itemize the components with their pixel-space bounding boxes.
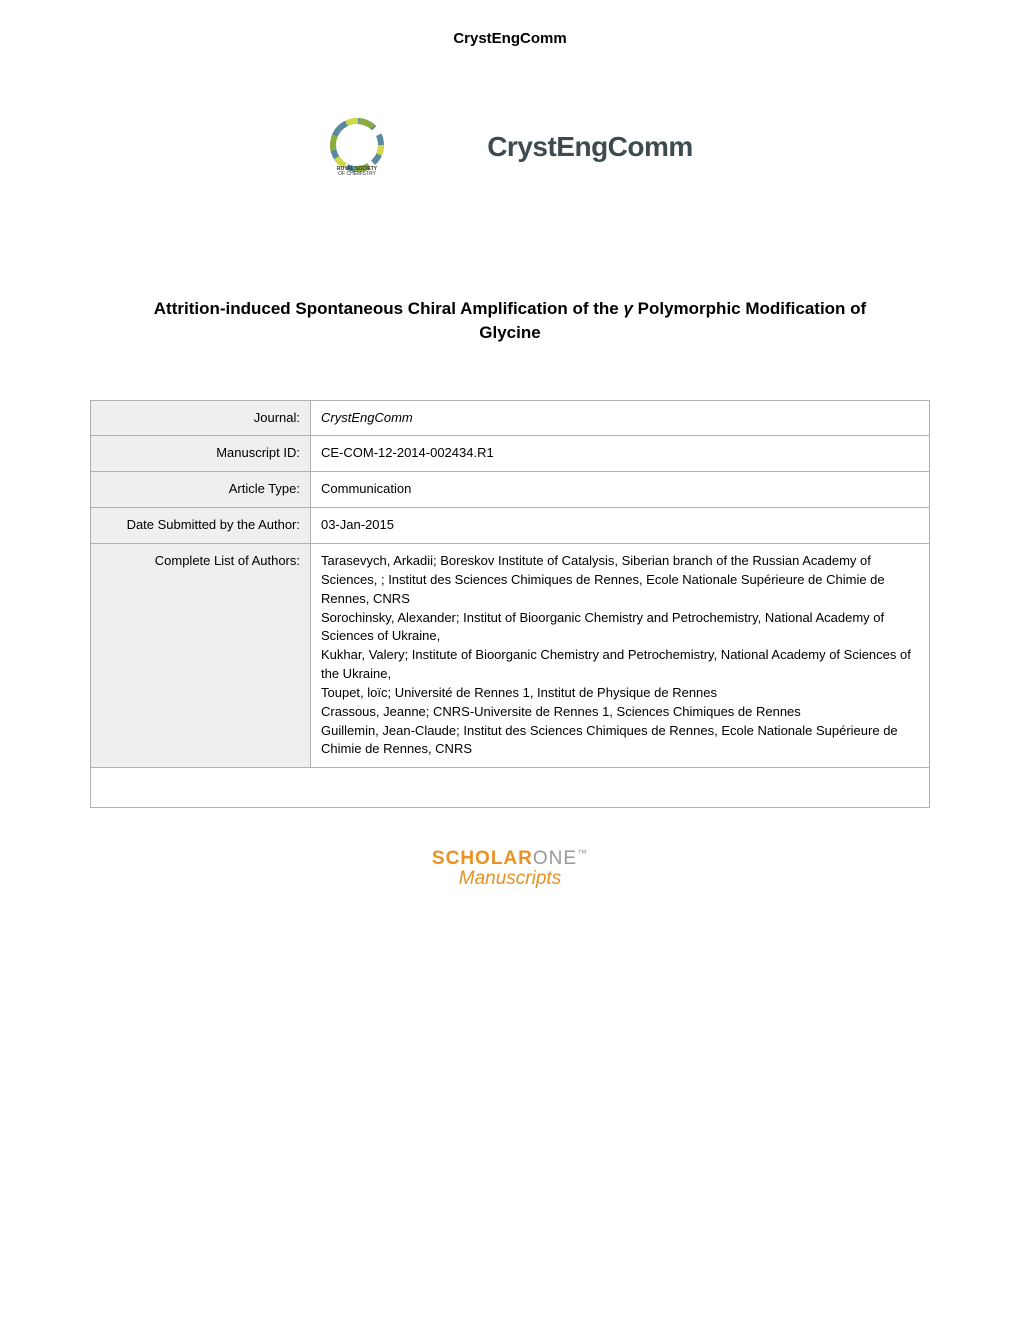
scholarone-line1: SCHOLARONE™ bbox=[50, 848, 970, 870]
row-value-manuscript: CE-COM-12-2014-002434.R1 bbox=[311, 436, 930, 472]
page-header: CrystEngComm bbox=[50, 30, 970, 47]
row-label-date: Date Submitted by the Author: bbox=[91, 508, 311, 544]
row-label-manuscript: Manuscript ID: bbox=[91, 436, 311, 472]
rsc-logo-icon: ROYAL SOCIETY OF CHEMISTRY bbox=[327, 117, 387, 177]
journal-wordmark: CrystEngComm bbox=[487, 131, 693, 163]
table-row: Article Type: Communication bbox=[91, 472, 930, 508]
manuscripts-text: Manuscripts bbox=[50, 868, 970, 890]
table-row: Complete List of Authors: Tarasevych, Ar… bbox=[91, 543, 930, 767]
one-text: ONE bbox=[533, 848, 577, 869]
svg-text:OF CHEMISTRY: OF CHEMISTRY bbox=[338, 171, 376, 177]
row-value-article-type: Communication bbox=[311, 472, 930, 508]
scholarone-logo: SCHOLARONE™ Manuscripts bbox=[50, 848, 970, 890]
row-value-journal: CrystEngComm bbox=[311, 400, 930, 436]
title-italic: γ bbox=[623, 299, 632, 318]
row-label-article-type: Article Type: bbox=[91, 472, 311, 508]
row-label-authors: Complete List of Authors: bbox=[91, 543, 311, 767]
table-footer-cell bbox=[91, 768, 930, 808]
table-row: Manuscript ID: CE-COM-12-2014-002434.R1 bbox=[91, 436, 930, 472]
row-label-journal: Journal: bbox=[91, 400, 311, 436]
tm-text: ™ bbox=[577, 849, 588, 860]
header-journal-name: CrystEngComm bbox=[453, 30, 566, 47]
logo-row: ROYAL SOCIETY OF CHEMISTRY CrystEngComm bbox=[50, 117, 970, 177]
table-row: Date Submitted by the Author: 03-Jan-201… bbox=[91, 508, 930, 544]
authors-text: Tarasevych, Arkadii; Boreskov Institute … bbox=[321, 553, 911, 756]
scholar-text: SCHOLAR bbox=[432, 848, 533, 869]
journal-value-text: CrystEngComm bbox=[321, 410, 413, 425]
title-part-1: Attrition-induced Spontaneous Chiral Amp… bbox=[154, 299, 624, 318]
table-row: Journal: CrystEngComm bbox=[91, 400, 930, 436]
metadata-table: Journal: CrystEngComm Manuscript ID: CE-… bbox=[90, 400, 930, 809]
paper-title: Attrition-induced Spontaneous Chiral Amp… bbox=[150, 297, 870, 345]
row-value-date: 03-Jan-2015 bbox=[311, 508, 930, 544]
table-footer-row bbox=[91, 768, 930, 808]
row-value-authors: Tarasevych, Arkadii; Boreskov Institute … bbox=[311, 543, 930, 767]
